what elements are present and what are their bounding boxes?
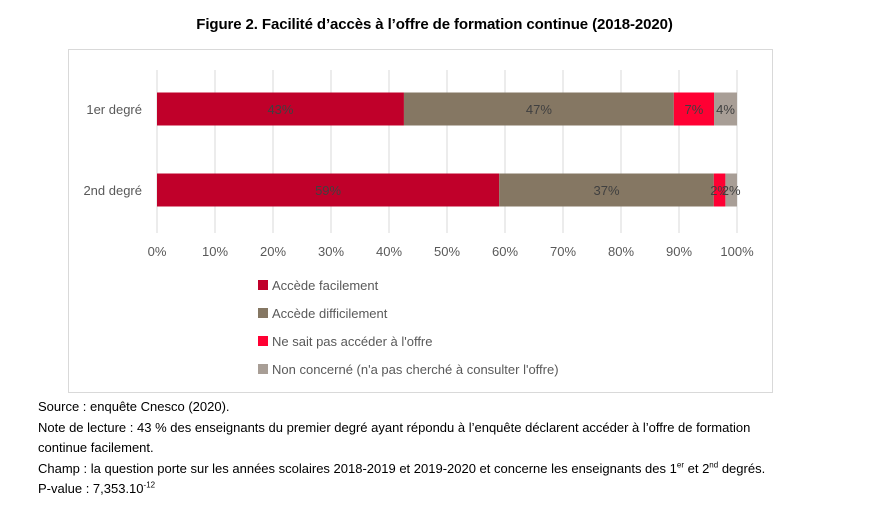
bar-segment	[157, 92, 404, 126]
x-tick-label: 50%	[434, 244, 460, 259]
pvalue-text: P-value : 7,353.10	[38, 481, 144, 496]
scope-text-end: degrés.	[718, 460, 766, 476]
bar-segment	[403, 92, 674, 126]
legend-label: Accède facilement	[272, 277, 379, 293]
x-tick-label: 0%	[148, 244, 167, 259]
legend-swatch	[258, 336, 268, 346]
x-tick-label: 30%	[318, 244, 344, 259]
data-label: 37%	[593, 183, 619, 198]
scope-sup-nd: nd	[709, 460, 719, 470]
bar-segment	[714, 92, 737, 126]
category-label: 1er degré	[86, 102, 142, 117]
chart-legend: Accède facilement Accède difficilement Ne …	[258, 278, 559, 390]
x-tick-label: 100%	[720, 244, 754, 259]
legend-item: Accède facilement	[258, 277, 559, 293]
data-label: 59%	[315, 183, 341, 198]
x-tick-label: 90%	[666, 244, 692, 259]
bar-segment	[499, 173, 714, 207]
chart-notes: Source : enquête Cnesco (2020). Note de …	[38, 397, 838, 500]
legend-label: Accède difficilement	[272, 305, 388, 321]
legend-swatch	[258, 364, 268, 374]
scope-note: Champ : la question porte sur les années…	[38, 459, 838, 480]
legend-item: Accède difficilement	[258, 305, 559, 321]
x-tick-label: 10%	[202, 244, 228, 259]
legend-item: Non concerné (n'a pas cherché à consulte…	[258, 361, 559, 377]
scope-text-mid: et 2	[684, 460, 710, 476]
reading-note: Note de lecture : 43 % des enseignants d…	[38, 418, 838, 459]
chart-frame	[68, 49, 773, 393]
reading-note-line2: continue facilement.	[38, 440, 154, 455]
x-tick-label: 70%	[550, 244, 576, 259]
bar-segment	[725, 173, 737, 207]
bar-segment	[157, 173, 500, 207]
chart-title: Figure 2. Facilité d’accès à l’offre de …	[196, 16, 673, 33]
legend-item: Ne sait pas accéder à l'offre	[258, 333, 559, 349]
x-tick-label: 80%	[608, 244, 634, 259]
x-tick-label: 20%	[260, 244, 286, 259]
legend-swatch	[258, 280, 268, 290]
x-tick-label: 40%	[376, 244, 402, 259]
legend-swatch	[258, 308, 268, 318]
legend-label: Ne sait pas accéder à l'offre	[272, 333, 433, 349]
bar-segment	[673, 92, 715, 126]
data-label: 2%	[722, 183, 741, 198]
category-label: 2nd degré	[83, 183, 142, 198]
pvalue-exponent: -12	[143, 480, 156, 490]
x-tick-label: 60%	[492, 244, 518, 259]
data-label: 2%	[710, 183, 729, 198]
scope-text: Champ : la question porte sur les années…	[38, 460, 677, 476]
data-label: 4%	[716, 102, 735, 117]
scope-sup-er: er	[676, 460, 684, 470]
data-label: 47%	[526, 102, 552, 117]
source-note: Source : enquête Cnesco (2020).	[38, 399, 230, 414]
reading-note-line1: Note de lecture : 43 % des enseignants d…	[38, 419, 751, 435]
legend-label: Non concerné (n'a pas cherché à consulte…	[272, 361, 559, 377]
bar-segment	[713, 173, 726, 207]
pvalue-note: P-value : 7,353.10-12	[38, 479, 838, 500]
data-label: 7%	[685, 102, 704, 117]
data-label: 43%	[267, 102, 293, 117]
